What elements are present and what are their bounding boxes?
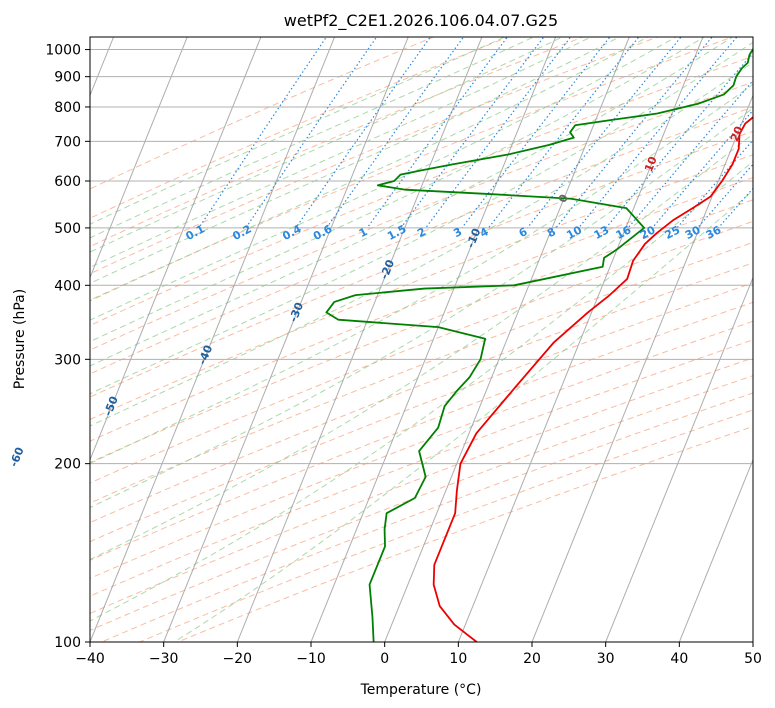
mixing-ratio-line xyxy=(676,139,753,229)
moist-adiabat xyxy=(90,37,593,268)
mixing-ratio-line xyxy=(578,37,738,229)
x-tick-label: 20 xyxy=(523,651,541,667)
dry-adiabat xyxy=(90,282,753,543)
mixing-ratio-line xyxy=(526,37,682,229)
y-tick-label: 1000 xyxy=(45,43,81,59)
x-tick-label: −20 xyxy=(223,651,253,667)
y-tick-label: 600 xyxy=(54,174,81,190)
mixing-ratio-line xyxy=(651,109,753,229)
y-tick-label: 100 xyxy=(54,635,81,651)
dry-adiabat xyxy=(90,81,753,351)
dry-adiabat xyxy=(90,339,753,597)
mixing-ratio-label: 20 xyxy=(638,223,658,242)
mixing-ratio-line xyxy=(425,37,572,229)
dry-adiabat xyxy=(90,106,753,375)
isobar-gridlines xyxy=(90,49,753,642)
x-tick-label: −30 xyxy=(149,651,179,667)
y-axis-label: Pressure (hPa) xyxy=(12,289,28,389)
dry-adiabat xyxy=(90,37,585,248)
chart-title: wetPf2_C2E1.2026.106.04.07.G25 xyxy=(284,11,558,31)
dry-adiabat xyxy=(90,301,753,561)
moist-adiabat xyxy=(90,37,734,367)
x-axis-label: Temperature (°C) xyxy=(360,682,482,698)
isotherm-line xyxy=(531,93,753,642)
mixing-ratio-line xyxy=(461,37,611,229)
mixing-ratio-label: 16 xyxy=(614,223,634,242)
isotherm-line xyxy=(310,37,557,642)
dry-adiabat xyxy=(90,262,753,524)
temperature-profile xyxy=(432,116,753,642)
isotherm-label: 20 xyxy=(728,124,746,143)
moist-adiabat xyxy=(90,37,706,343)
x-tick-label: 10 xyxy=(449,651,467,667)
dry-adiabat xyxy=(90,375,753,631)
isotherm-line xyxy=(90,37,188,279)
mixing-ratio-line xyxy=(326,37,465,229)
isotherm-line xyxy=(90,37,262,462)
x-tick-label: 0 xyxy=(380,651,389,667)
mixing-ratio-line xyxy=(198,37,328,229)
mixing-ratio-label: 25 xyxy=(663,223,683,242)
isotherm-line xyxy=(163,37,409,642)
mixing-ratio-label: 30 xyxy=(683,223,703,242)
dry-adiabat xyxy=(176,426,753,642)
mixing-ratio-line xyxy=(295,37,432,229)
dewpoint-profile xyxy=(325,47,753,642)
moist-adiabat xyxy=(90,37,506,225)
isotherm-line xyxy=(457,37,704,642)
moist-adiabat xyxy=(90,37,564,253)
isotherm-line xyxy=(384,37,630,642)
plot-frame xyxy=(89,36,754,643)
mixing-ratio-label: 13 xyxy=(592,223,612,242)
x-axis-ticks: −40 −30 −20 −10 0 10 20 30 40 50 xyxy=(75,642,762,667)
moist-adiabat xyxy=(90,41,753,395)
dry-adiabat xyxy=(90,320,753,579)
y-tick-label: 700 xyxy=(54,134,81,150)
x-tick-label: 40 xyxy=(670,651,688,667)
x-tick-label: −40 xyxy=(75,651,105,667)
mixing-ratio-line xyxy=(245,37,378,229)
x-tick-label: 50 xyxy=(744,651,762,667)
moist-adiabat xyxy=(173,190,753,642)
moist-adiabat xyxy=(90,37,678,321)
mixing-ratio-label: 36 xyxy=(704,223,724,242)
dry-adiabat xyxy=(90,357,753,614)
mixing-ratio-line xyxy=(555,37,713,229)
moist-adiabat xyxy=(90,61,753,427)
x-tick-label: 30 xyxy=(597,651,615,667)
isotherm-label: 10 xyxy=(642,154,660,173)
isotherm-line xyxy=(236,37,483,642)
x-tick-label: −10 xyxy=(296,651,326,667)
y-tick-label: 300 xyxy=(54,352,81,368)
y-tick-label: 500 xyxy=(54,221,81,237)
dry-adiabat xyxy=(90,37,510,219)
profile-lines xyxy=(325,47,753,642)
y-tick-label: 800 xyxy=(54,100,81,116)
isotherm-line xyxy=(605,276,753,642)
y-tick-label: 900 xyxy=(54,70,81,86)
y-tick-label: 200 xyxy=(54,457,81,473)
dry-adiabat xyxy=(90,220,753,484)
mixing-ratio-label: 10 xyxy=(564,223,584,242)
isotherm-line xyxy=(678,458,753,642)
dry-adiabat xyxy=(90,55,753,327)
isotherm-line xyxy=(90,37,336,642)
y-axis-ticks: 100 200 300 400 500 600 700 800 900 1000 xyxy=(45,43,90,651)
moist-adiabat xyxy=(90,37,535,239)
moist-adiabat xyxy=(90,37,621,284)
y-tick-label: 400 xyxy=(54,278,81,294)
